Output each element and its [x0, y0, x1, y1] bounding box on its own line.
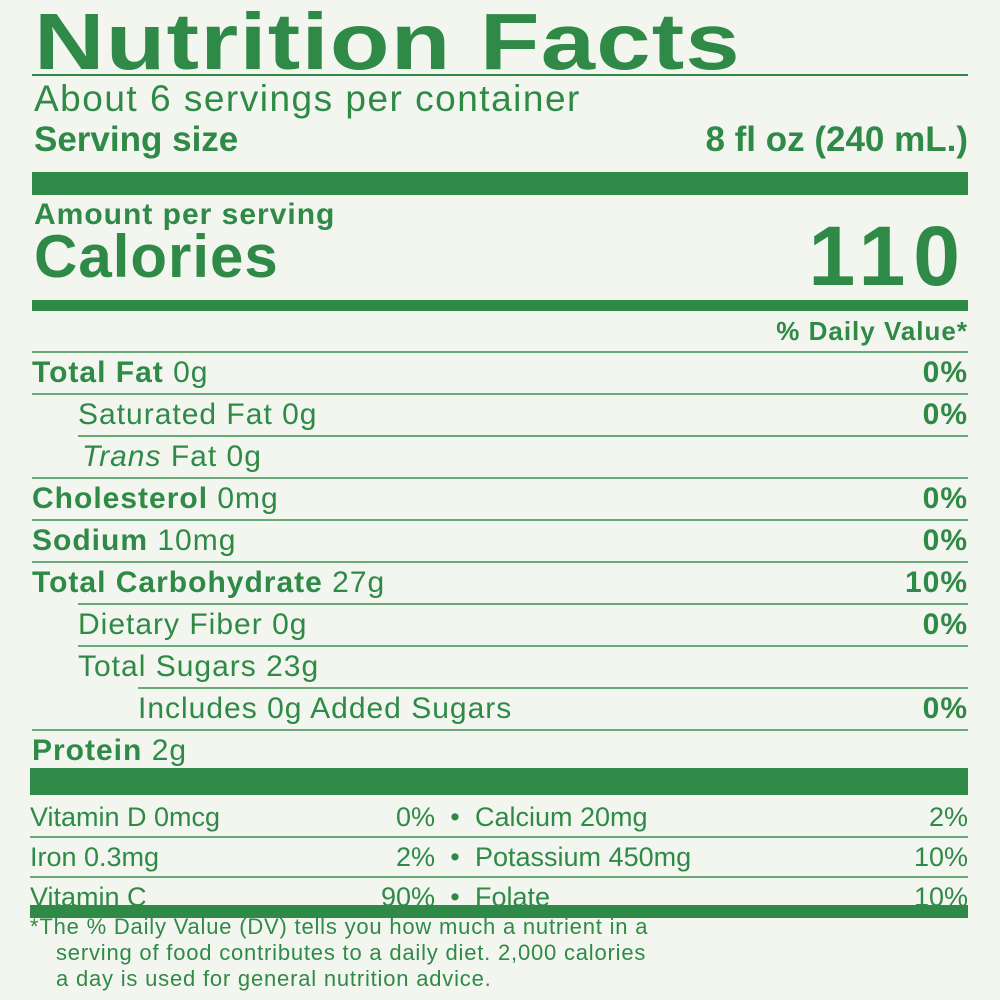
nutrient-daily-value: 0%: [922, 482, 968, 515]
nutrient-amount: 0g: [272, 608, 308, 641]
nutrient-name: Protein: [32, 734, 143, 767]
nutrient-daily-value: 0%: [922, 398, 968, 431]
nutrient-name: Sodium: [32, 524, 148, 557]
divider: [30, 836, 968, 838]
divider: [78, 645, 968, 647]
nutrient-amount: 0g: [173, 356, 209, 389]
thick-bar: [32, 172, 968, 195]
nutrient-row: Trans Fat 0g: [32, 436, 968, 478]
nutrient-amount: 0mg: [217, 482, 279, 515]
nutrient-row: Total Fat 0g 0%: [32, 352, 968, 394]
divider: [30, 876, 968, 878]
nutrient-name: Total Fat: [32, 356, 164, 389]
calories-label: Calories: [34, 223, 279, 290]
vitamin-left-dv: 0%: [395, 801, 435, 832]
amount-per-serving: Amount per serving: [34, 198, 336, 231]
nutrient-daily-value: 0%: [922, 356, 968, 389]
nutrient-label: Cholesterol 0mg: [32, 482, 279, 516]
vitamin-row: Iron 0.3mg 2% • Potassium 450mg 10%: [30, 837, 968, 877]
nutrient-amount: 0g: [282, 398, 318, 431]
divider: [32, 393, 968, 395]
nutrient-daily-value: 0%: [922, 524, 968, 557]
nutrient-name: Total Sugars: [78, 650, 257, 683]
serving-size-label: Serving size: [34, 120, 239, 159]
nutrient-name: Saturated Fat: [78, 398, 273, 431]
nutrient-daily-value: 0%: [922, 692, 968, 725]
nutrient-row: Protein 2g: [32, 730, 968, 772]
nutrient-row: Dietary Fiber 0g 0%: [32, 604, 968, 646]
footnote-line: serving of food contributes to a daily d…: [56, 940, 647, 965]
nutrient-name: Cholesterol: [32, 482, 209, 515]
divider: [32, 351, 968, 353]
vitamin-row: Vitamin D 0mcg 0% • Calcium 20mg 2%: [30, 797, 968, 837]
nutrient-amount: 27g: [332, 566, 386, 599]
medium-bar: [30, 905, 968, 918]
bullet: •: [450, 881, 460, 912]
nutrient-amount: 0g: [226, 440, 262, 473]
vitamin-left-name: Vitamin D 0mcg: [30, 801, 221, 832]
bullet: •: [450, 841, 460, 872]
footnote: *The % Daily Value (DV) tells you how mu…: [30, 914, 970, 992]
nutrient-name: Total Carbohydrate: [32, 566, 323, 599]
nutrient-label: Dietary Fiber 0g: [32, 608, 307, 642]
nutrient-row: Sodium 10mg 0%: [32, 520, 968, 562]
bullet: •: [450, 801, 460, 832]
vitamin-right-name: Potassium 450mg: [475, 841, 692, 872]
divider: [32, 561, 968, 563]
nutrient-row: Cholesterol 0mg 0%: [32, 478, 968, 520]
nutrient-amount: 23g: [266, 650, 320, 683]
divider: [32, 477, 968, 479]
calories-value: 110: [808, 209, 968, 303]
nutrient-amount: 2g: [151, 734, 188, 767]
nutrient-name: Trans: [82, 440, 162, 473]
nutrient-label: Total Sugars 23g: [32, 650, 319, 684]
nutrient-label: Protein 2g: [32, 734, 187, 768]
nutrient-amount: 10mg: [157, 524, 237, 557]
vitamin-right-dv: 10%: [913, 841, 968, 872]
divider: [32, 729, 968, 731]
nutrient-label: Total Fat 0g: [32, 356, 209, 390]
divider: [32, 74, 968, 76]
footnote-line: *The % Daily Value (DV) tells you how mu…: [30, 914, 649, 939]
vitamin-left-name: Iron 0.3mg: [30, 841, 160, 872]
divider: [78, 603, 968, 605]
title: Nutrition Facts: [34, 0, 741, 86]
serving-size-value: 8 fl oz (240 mL.): [705, 120, 968, 159]
vitamin-right-dv: 2%: [928, 801, 968, 832]
daily-value-header: % Daily Value*: [776, 316, 968, 346]
divider: [32, 519, 968, 521]
nutrient-name: Dietary Fiber: [78, 608, 263, 641]
nutrient-label: Trans Fat 0g: [32, 440, 262, 474]
nutrient-label: Includes 0g Added Sugars: [32, 692, 512, 726]
nutrient-daily-value: 0%: [922, 608, 968, 641]
nutrient-name-suffix: Fat: [170, 440, 218, 473]
medium-bar: [32, 300, 968, 311]
nutrient-row: Total Carbohydrate 27g 10%: [32, 562, 968, 604]
nutrient-row: Includes 0g Added Sugars 0%: [32, 688, 968, 730]
nutrient-row: Total Sugars 23g: [32, 646, 968, 688]
divider: [78, 435, 968, 437]
thick-bar: [30, 768, 968, 795]
nutrient-label: Saturated Fat 0g: [32, 398, 318, 432]
nutrient-name: Includes 0g Added Sugars: [138, 692, 513, 725]
nutrient-row: Saturated Fat 0g 0%: [32, 394, 968, 436]
vitamin-left-dv: 2%: [395, 841, 435, 872]
nutrient-label: Sodium 10mg: [32, 524, 236, 558]
serving-size: Serving size 8 fl oz (240 mL.): [34, 120, 968, 160]
footnote-line: a day is used for general nutrition advi…: [56, 966, 492, 991]
servings-per-container: About 6 servings per container: [34, 78, 581, 119]
nutrient-label: Total Carbohydrate 27g: [32, 566, 385, 600]
nutrient-daily-value: 10%: [904, 566, 968, 599]
divider: [138, 687, 968, 689]
vitamin-right-name: Calcium 20mg: [475, 801, 648, 832]
